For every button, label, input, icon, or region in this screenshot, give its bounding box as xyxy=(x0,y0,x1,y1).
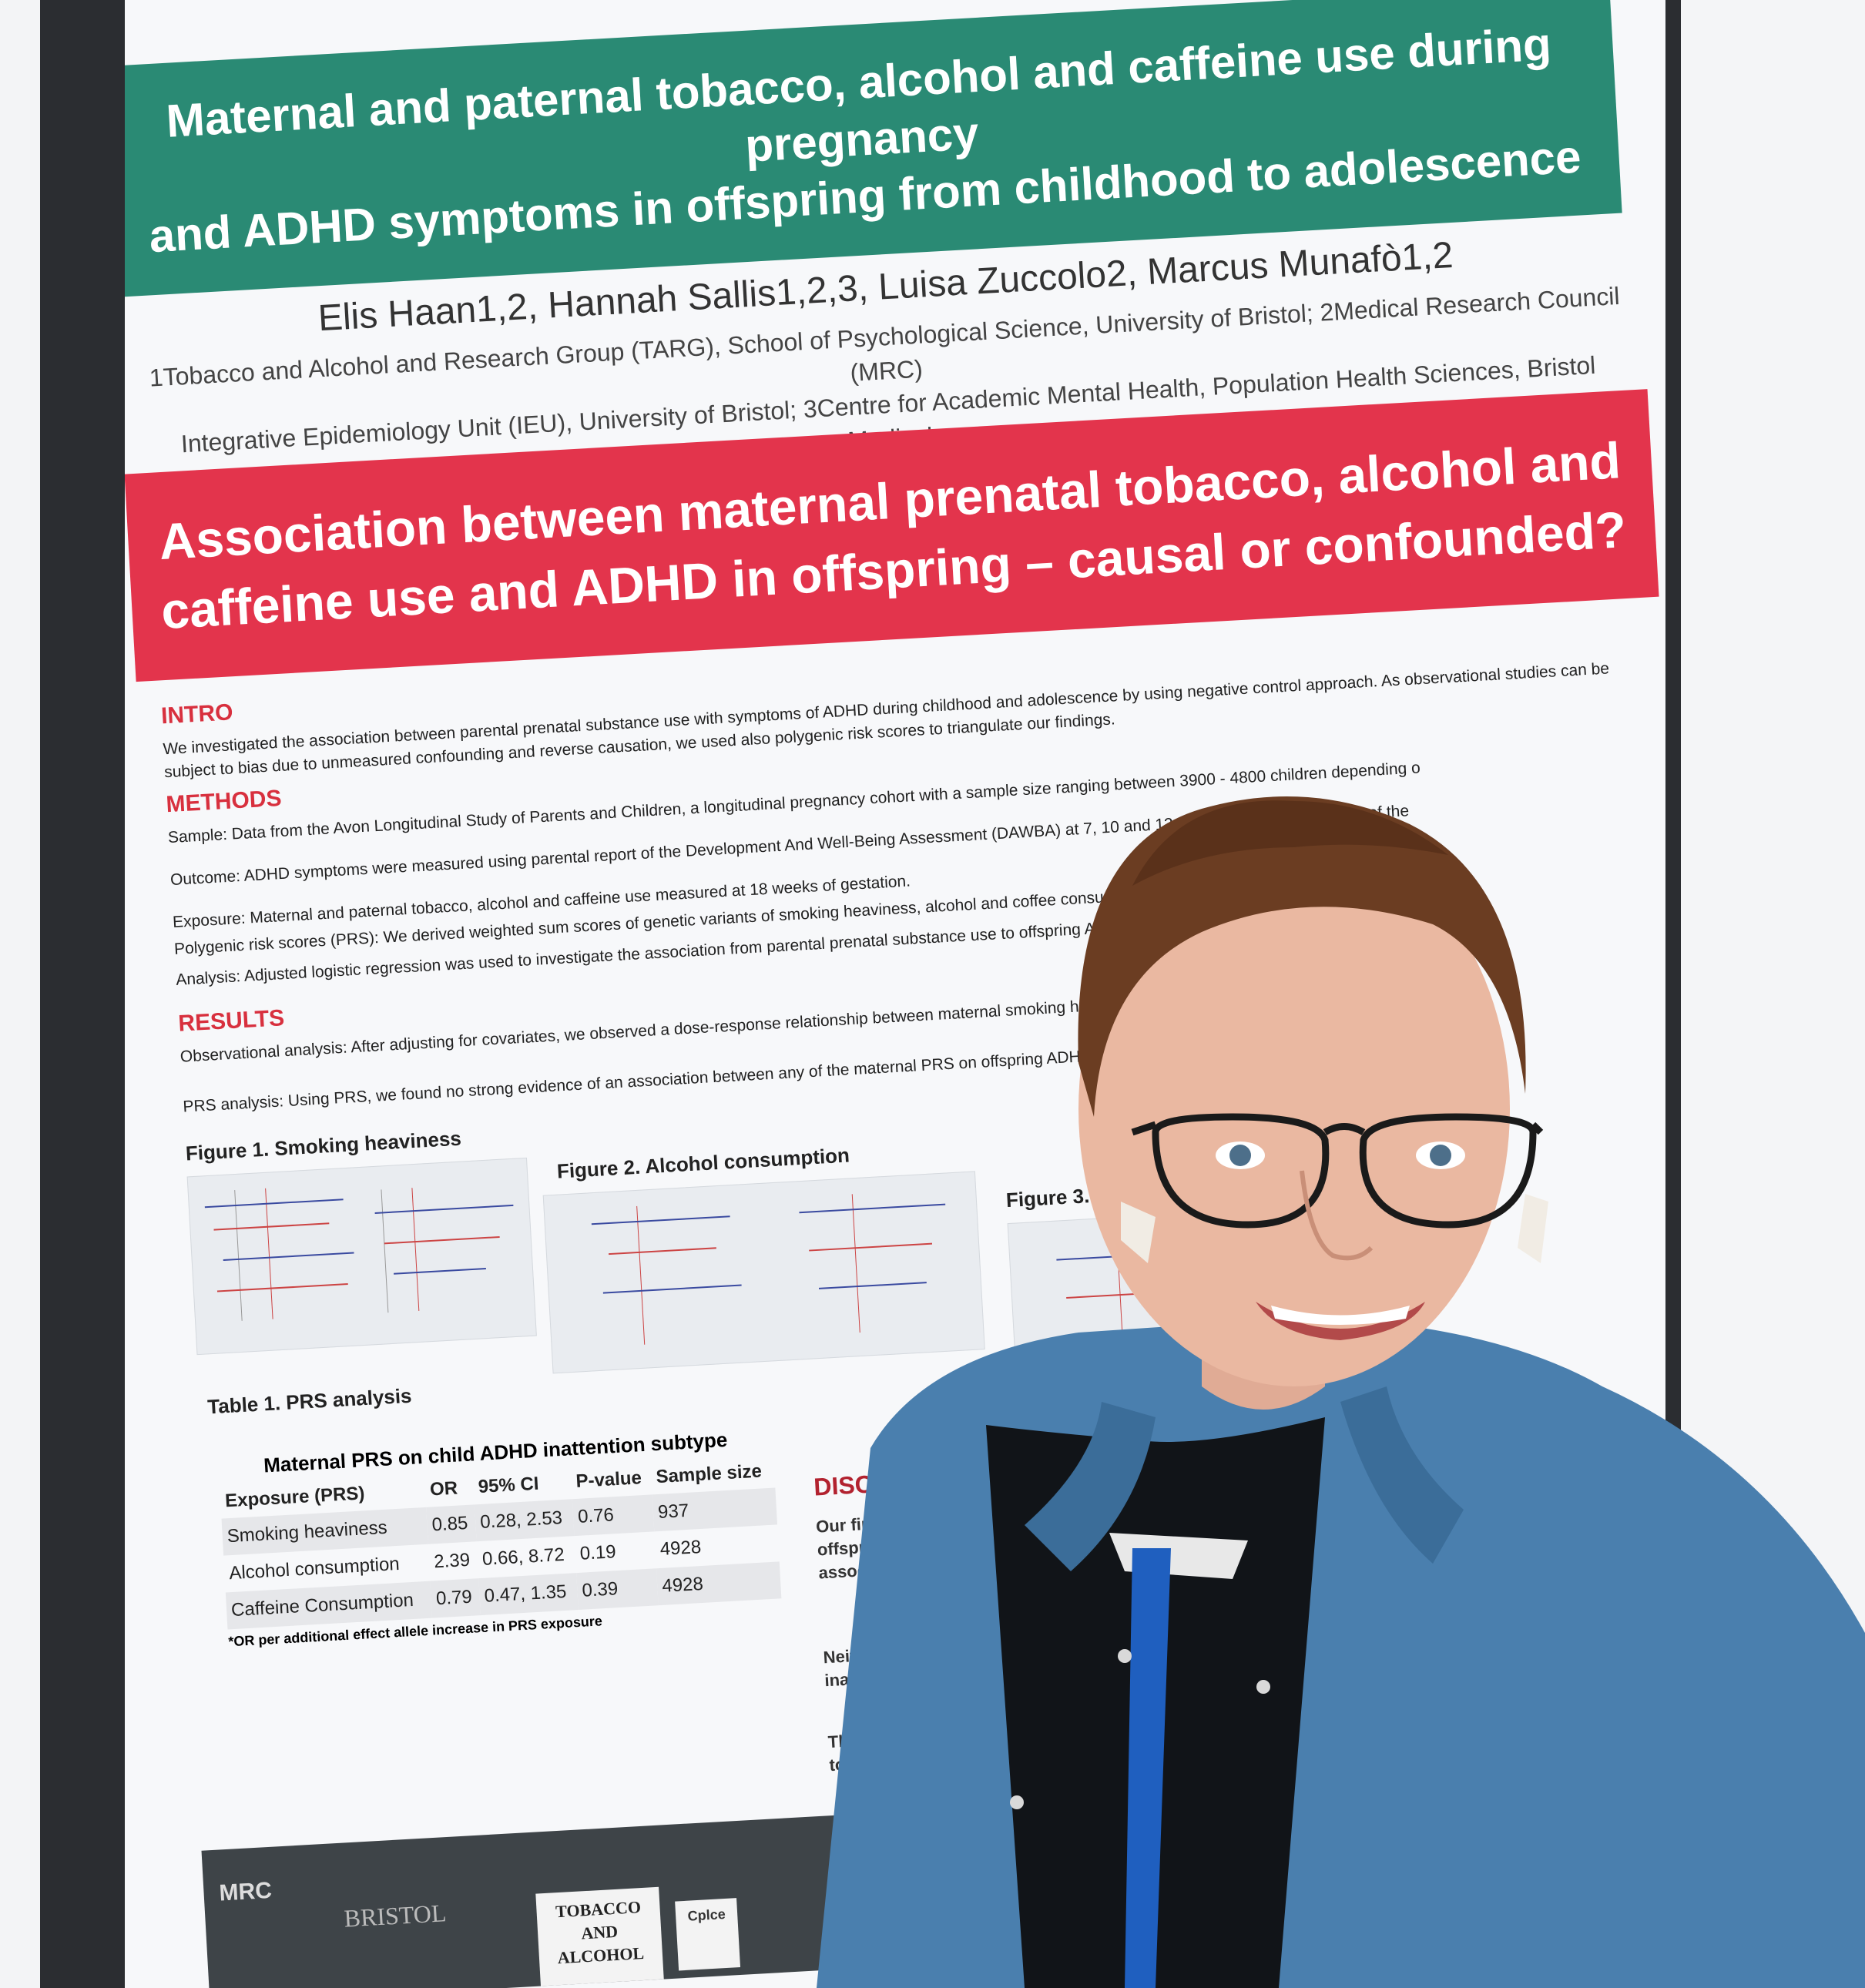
table-cell: 0.76 xyxy=(572,1494,655,1537)
prs-table: Maternal PRS on child ADHD inattention s… xyxy=(218,1426,788,1749)
prs-table-grid: Exposure (PRS) OR 95% CI P-value Sample … xyxy=(220,1454,782,1630)
table-cell: 0.39 xyxy=(576,1568,659,1610)
table-cell: 0.85 xyxy=(426,1504,477,1544)
results-observational: Observational analysis: After adjusting … xyxy=(179,982,1353,1066)
poster-frame: Maternal and paternal tobacco, alcohol a… xyxy=(40,0,1681,1988)
poster: Maternal and paternal tobacco, alcohol a… xyxy=(125,0,1665,1988)
figure1-forest-plot xyxy=(204,1188,514,1321)
targ-logo: TOBACCO AND ALCOHOL xyxy=(535,1886,664,1986)
table-cell: 2.39 xyxy=(433,1549,471,1573)
figure3-plot xyxy=(1007,1206,1312,1402)
table-caption: Table 1. PRS analysis xyxy=(206,1383,413,1419)
discussion-point: Neither alcohol no ADHD inattention a co… xyxy=(823,1636,1088,1691)
table-cell: 0.79 xyxy=(430,1578,481,1618)
table-header: 95% CI xyxy=(478,1473,540,1497)
discussion-point: This study is ongo Cohort Study to in ne… xyxy=(827,1718,1090,1775)
figure1-plot xyxy=(186,1157,537,1356)
table-header: OR xyxy=(429,1477,458,1500)
mrc-logo: MRC xyxy=(218,1877,273,1906)
table-cell: 0.28, 2.53 xyxy=(475,1499,575,1542)
results-prs: PRS analysis: Using PRS, we found no str… xyxy=(182,1043,1165,1116)
logo-band: MRC BRISTOL TOBACCO AND ALCOHOL Cplce xyxy=(201,1795,1210,1988)
bristol-logo: BRISTOL xyxy=(343,1899,448,1933)
table-cell: 0.19 xyxy=(579,1541,617,1564)
cplce-logo: Cplce xyxy=(675,1898,741,1971)
discussion-heading: DISCUSSION xyxy=(813,1464,968,1501)
discussion-point: Our findings from the between offspring … xyxy=(815,1503,1092,1583)
table-header: P-value xyxy=(575,1467,642,1492)
methods-heading: METHODS xyxy=(165,785,283,818)
intro-heading: INTRO xyxy=(160,699,234,729)
figure2-forest-plot xyxy=(591,1194,946,1345)
figure1-title: Figure 1. Smoking heaviness xyxy=(185,1126,462,1165)
table-cell: 0.66, 8.72 xyxy=(481,1544,565,1570)
figure2-plot xyxy=(542,1171,985,1374)
figure3-forest-plot xyxy=(1056,1233,1189,1372)
figure3-title: Figure 3. Caffeine consu xyxy=(1005,1175,1239,1212)
results-heading: RESULTS xyxy=(177,1005,286,1037)
poster-content: Maternal and paternal tobacco, alcohol a… xyxy=(125,0,1665,1988)
wall-right xyxy=(1649,0,1865,1988)
table-cell: 0.47, 1.35 xyxy=(478,1573,579,1616)
figure2-title: Figure 2. Alcohol consumption xyxy=(556,1143,850,1183)
table-cell: 4928 xyxy=(656,1561,782,1606)
